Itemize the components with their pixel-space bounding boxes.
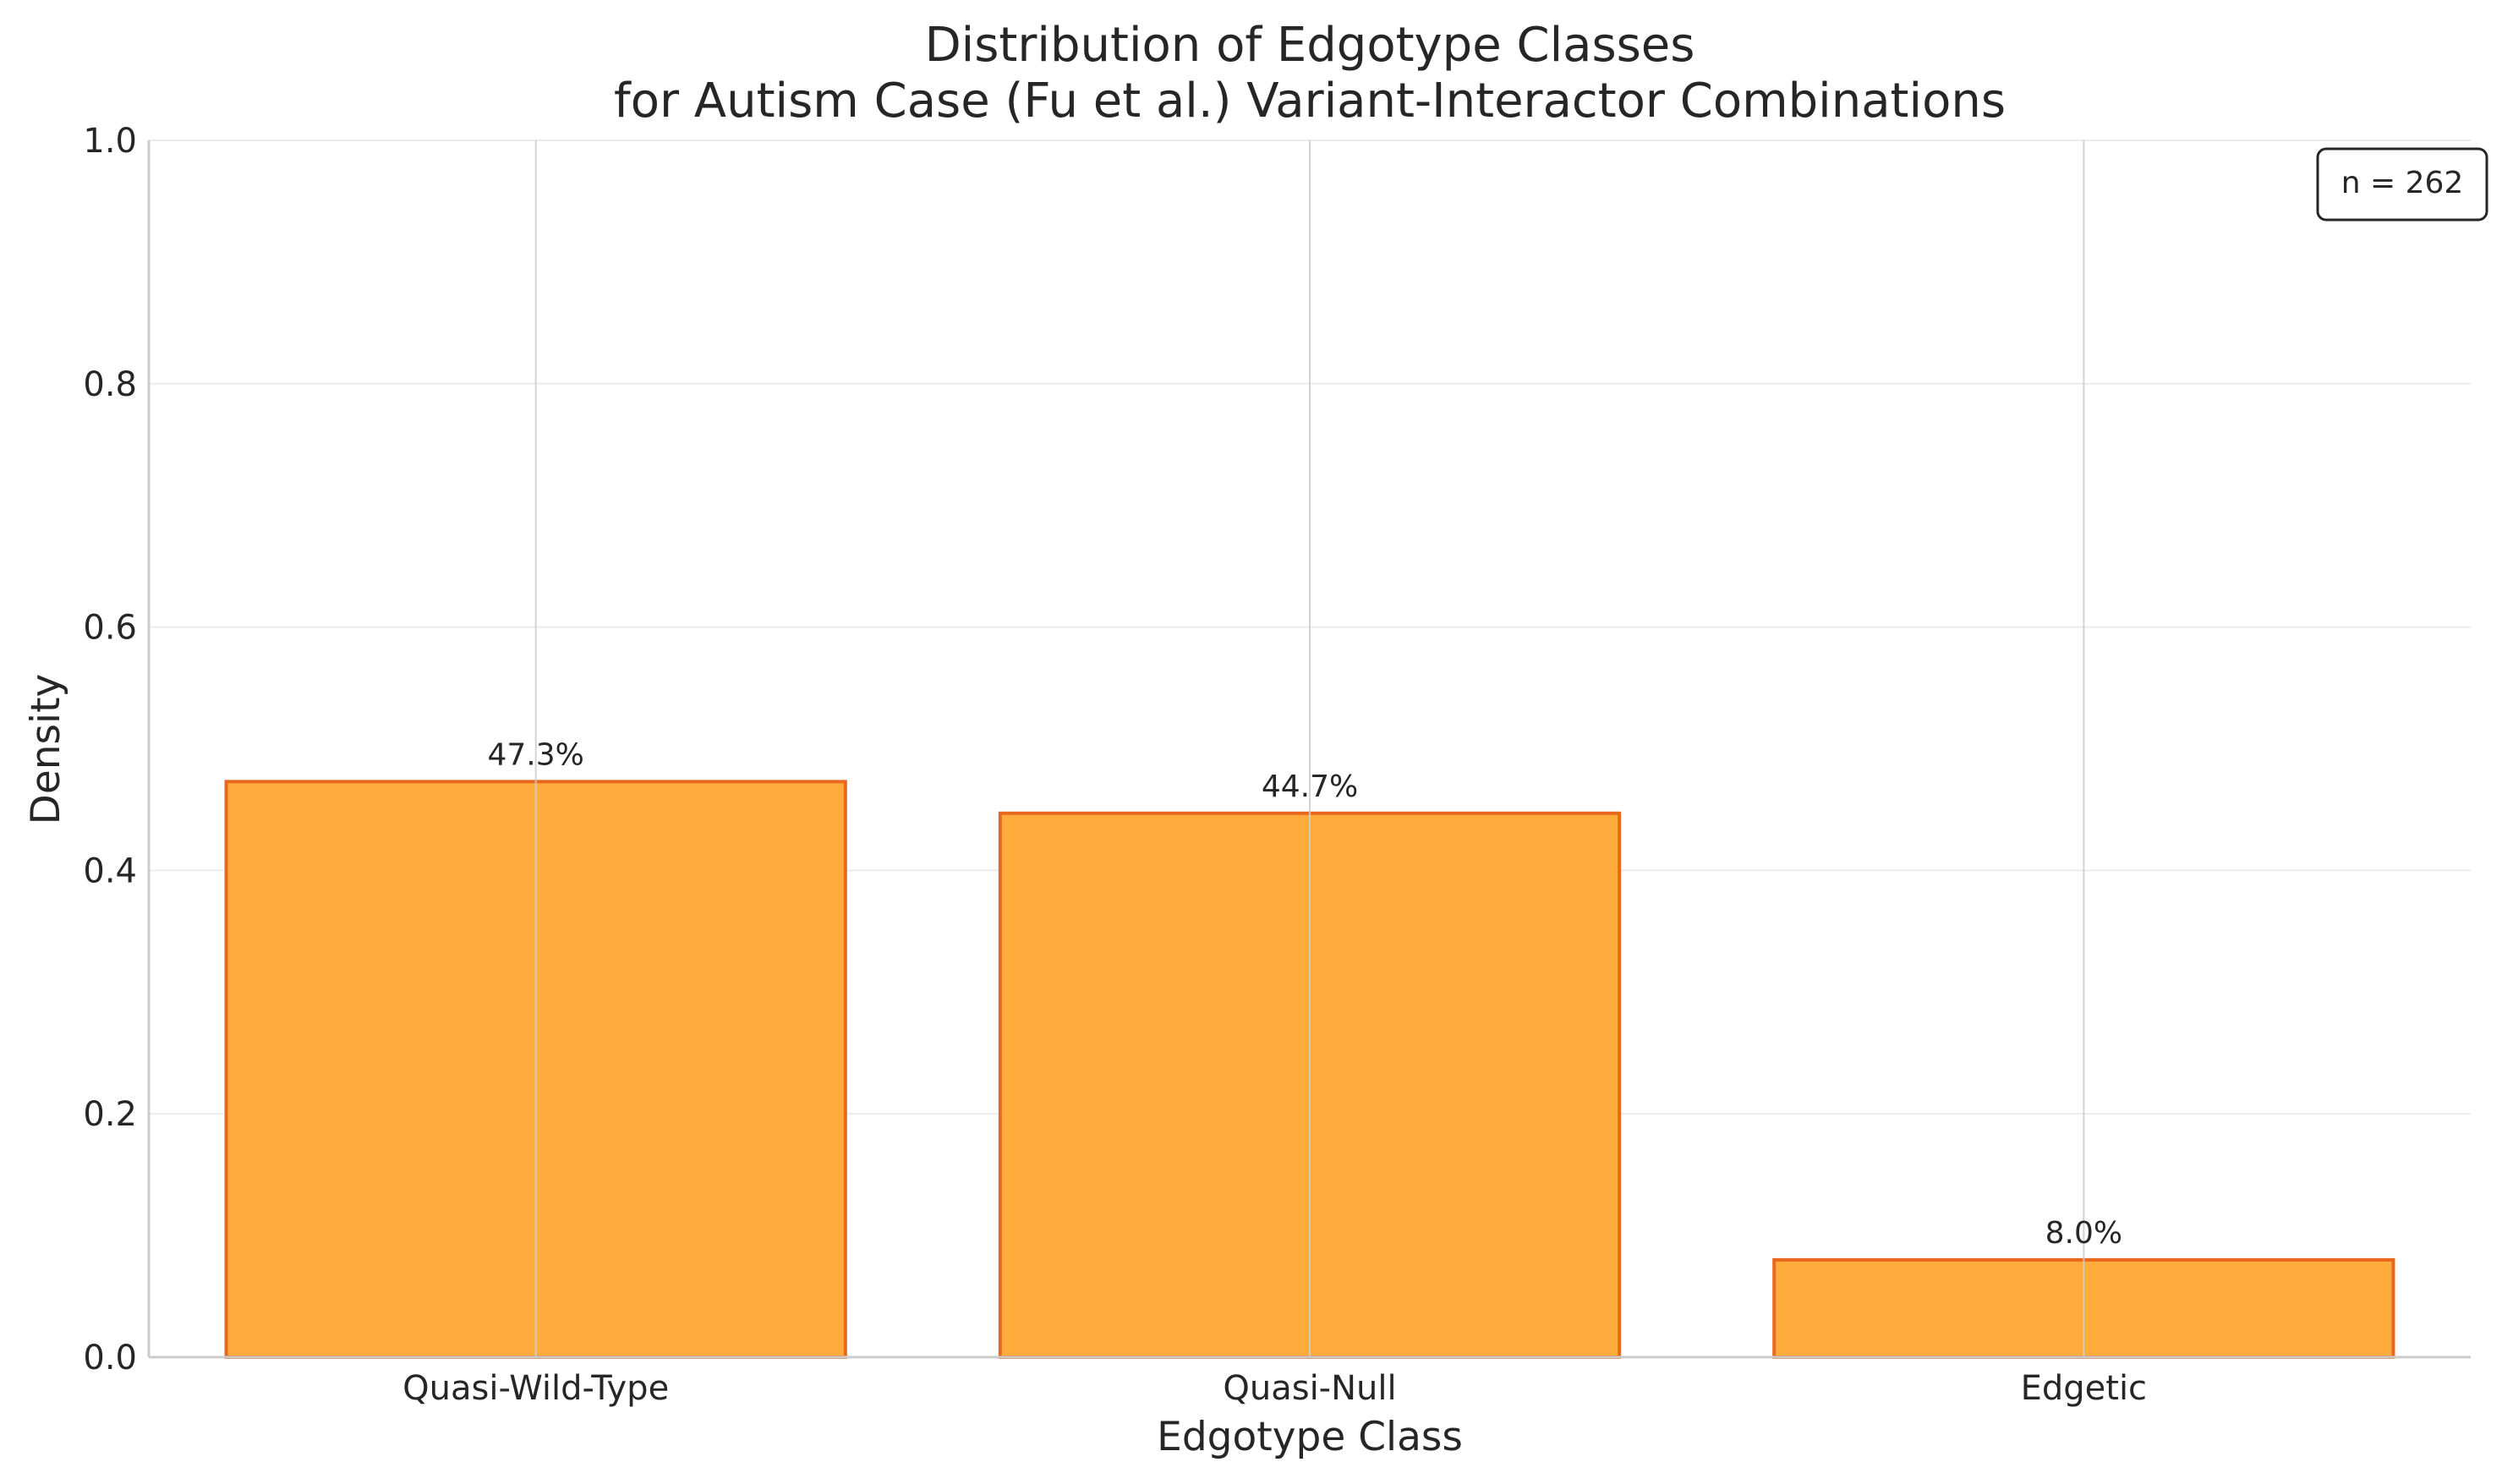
y-axis-title: Density xyxy=(23,674,69,825)
y-tick-label: 0.6 xyxy=(83,609,137,648)
y-tick-label: 1.0 xyxy=(83,122,137,161)
y-tick-label: 0.0 xyxy=(83,1339,137,1377)
x-tick-label: Quasi-Null xyxy=(1223,1369,1396,1408)
bar-value-label: 47.3% xyxy=(487,737,583,772)
annotation-box xyxy=(2316,147,2488,222)
bar-value-label: 44.7% xyxy=(1262,769,1358,804)
value-labels: 47.3% 44.7% 8.0% xyxy=(487,737,2122,1251)
chart-title: Distribution of Edgotype Classes xyxy=(925,18,1695,73)
tick-labels: 0.0 0.2 0.4 0.6 0.8 1.0 Quasi-Wild-Type Quasi-N… xyxy=(83,122,2147,1408)
x-tick-label: Quasi-Wild-Type xyxy=(402,1369,669,1408)
y-tick-label: 0.4 xyxy=(83,852,137,890)
annotation-text: n = 262 xyxy=(2341,166,2464,200)
chart-subtitle: for Autism Case (Fu et al.) Variant-Inte… xyxy=(614,74,2006,129)
sample-size-annotation: n = 262 xyxy=(2316,147,2488,222)
axes xyxy=(147,140,2471,1359)
y-tick-label: 0.2 xyxy=(83,1095,137,1134)
y-tick-label: 0.8 xyxy=(83,365,137,404)
x-tick-label: Edgetic xyxy=(2021,1369,2147,1408)
bar-value-label: 8.0% xyxy=(2045,1216,2122,1251)
category-gridlines xyxy=(534,140,2085,1357)
x-axis-title: Edgotype Class xyxy=(1157,1414,1463,1460)
